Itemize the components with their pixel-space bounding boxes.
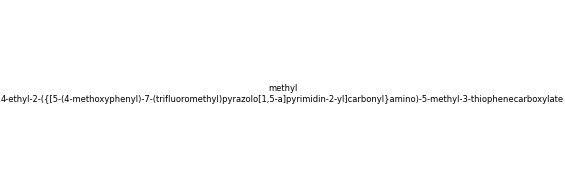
Text: methyl 4-ethyl-2-({[5-(4-methoxyphenyl)-7-(trifluoromethyl)pyrazolo[1,5-a]pyrimi: methyl 4-ethyl-2-({[5-(4-methoxyphenyl)-… (1, 84, 564, 104)
